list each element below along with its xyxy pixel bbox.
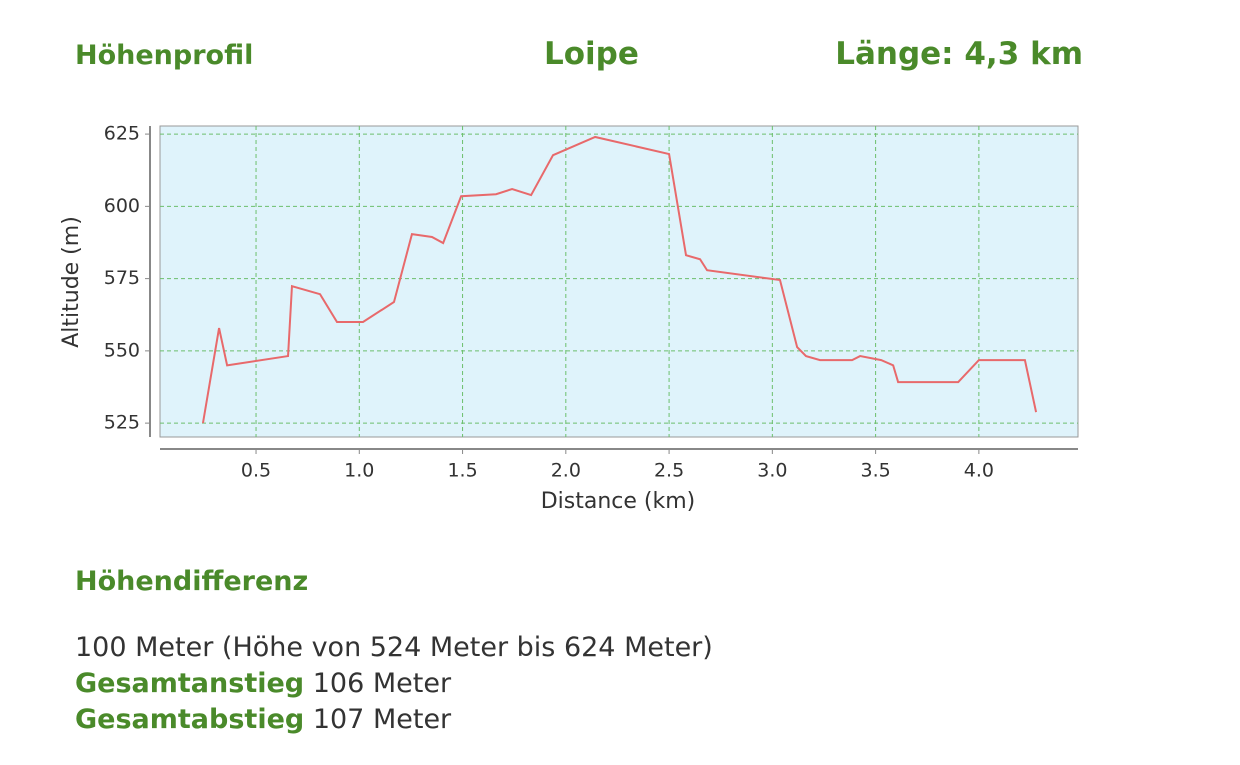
x-tick-label: 1.0 (344, 460, 374, 482)
ascent: Gesamtanstieg 106 Meter (75, 668, 451, 699)
x-tick-label: 0.5 (241, 460, 271, 482)
x-tick-label: 1.5 (447, 460, 477, 482)
y-tick-label: 600 (104, 195, 140, 217)
x-tick-label: 4.0 (964, 460, 994, 482)
plot-area (159, 125, 1079, 438)
ascent-value: 106 Meter (312, 668, 452, 699)
y-tick-label: 625 (104, 123, 140, 145)
trail-length: Länge: 4,3 km (835, 36, 1083, 72)
x-tick-label: 3.5 (860, 460, 890, 482)
x-tick-label: 2.5 (654, 460, 684, 482)
profile-title: Höhenprofil (75, 40, 254, 71)
y-tick-label: 575 (104, 267, 140, 289)
elevation-line (201, 135, 1038, 424)
summary-title: Höhendifferenz (75, 566, 309, 597)
ascent-label: Gesamtanstieg (75, 668, 305, 699)
descent: Gesamtabstieg 107 Meter (75, 704, 451, 735)
y-axis-label: Altitude (m) (59, 216, 84, 348)
x-axis-label: Distance (km) (541, 489, 696, 514)
descent-value: 107 Meter (312, 704, 452, 735)
x-tick-label: 2.0 (551, 460, 581, 482)
descent-label: Gesamtabstieg (75, 704, 305, 735)
x-tick-label: 3.0 (757, 460, 787, 482)
y-tick-label: 525 (104, 412, 140, 434)
trail-type: Loipe (544, 36, 639, 72)
height-difference: 100 Meter (Höhe von 524 Meter bis 624 Me… (75, 632, 713, 663)
elevation-chart: Altitude (m) Distance (km) 525 550 575 600 6… (59, 123, 1079, 514)
y-tick-label: 550 (104, 339, 140, 361)
